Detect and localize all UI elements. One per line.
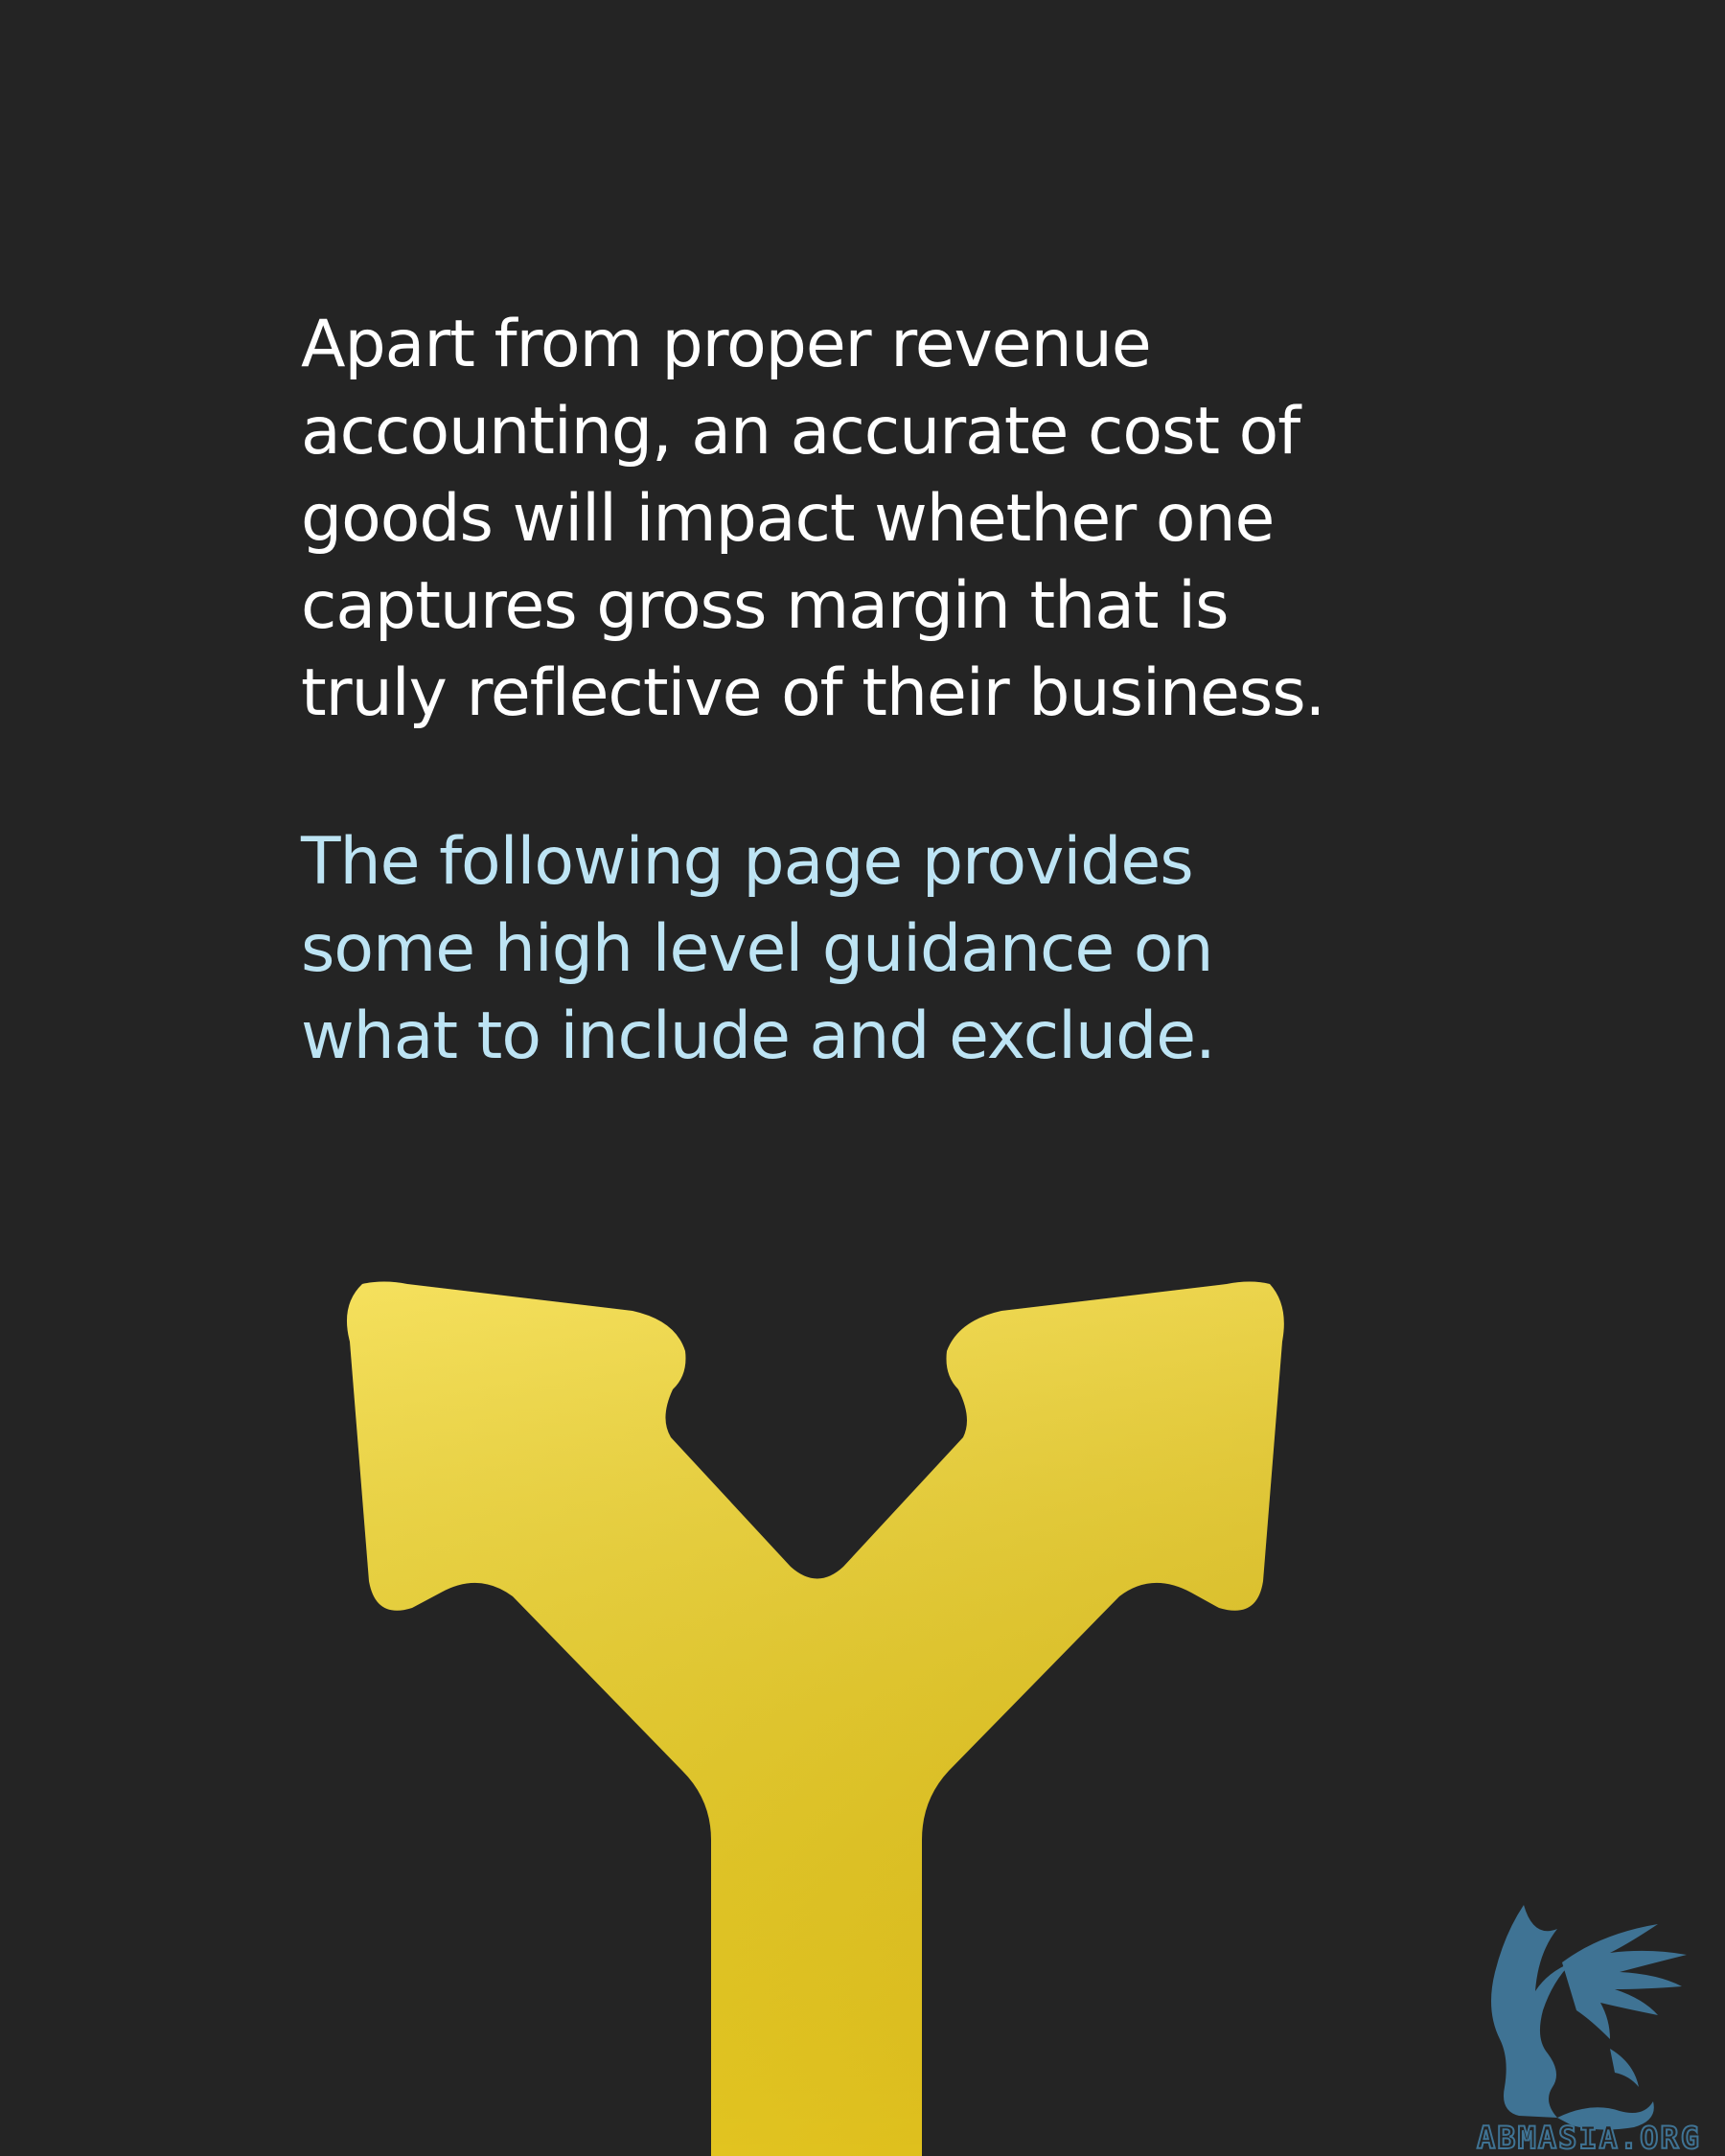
guidance-line: The following page provides [301, 824, 1194, 900]
guidance-line: what to include and exclude. [301, 998, 1216, 1074]
intro-line: accounting, an accurate cost of [301, 394, 1300, 470]
guidance-line: some high level guidance on [301, 911, 1214, 987]
intro-line: Apart from proper revenue [301, 307, 1152, 382]
intro-paragraph: Apart from proper revenue accounting, an… [301, 301, 1451, 737]
guidance-paragraph: The following page provides some high le… [301, 818, 1451, 1080]
intro-line: goods will impact whether one [301, 481, 1275, 557]
split-arrow-shape [346, 1281, 1284, 2156]
griffin-logo-icon [1491, 1905, 1687, 2130]
watermark-text: ABMASIA.ORG [1476, 2119, 1701, 2156]
intro-line: captures gross margin that is [301, 568, 1230, 644]
intro-line: truly reflective of their business. [301, 655, 1325, 731]
